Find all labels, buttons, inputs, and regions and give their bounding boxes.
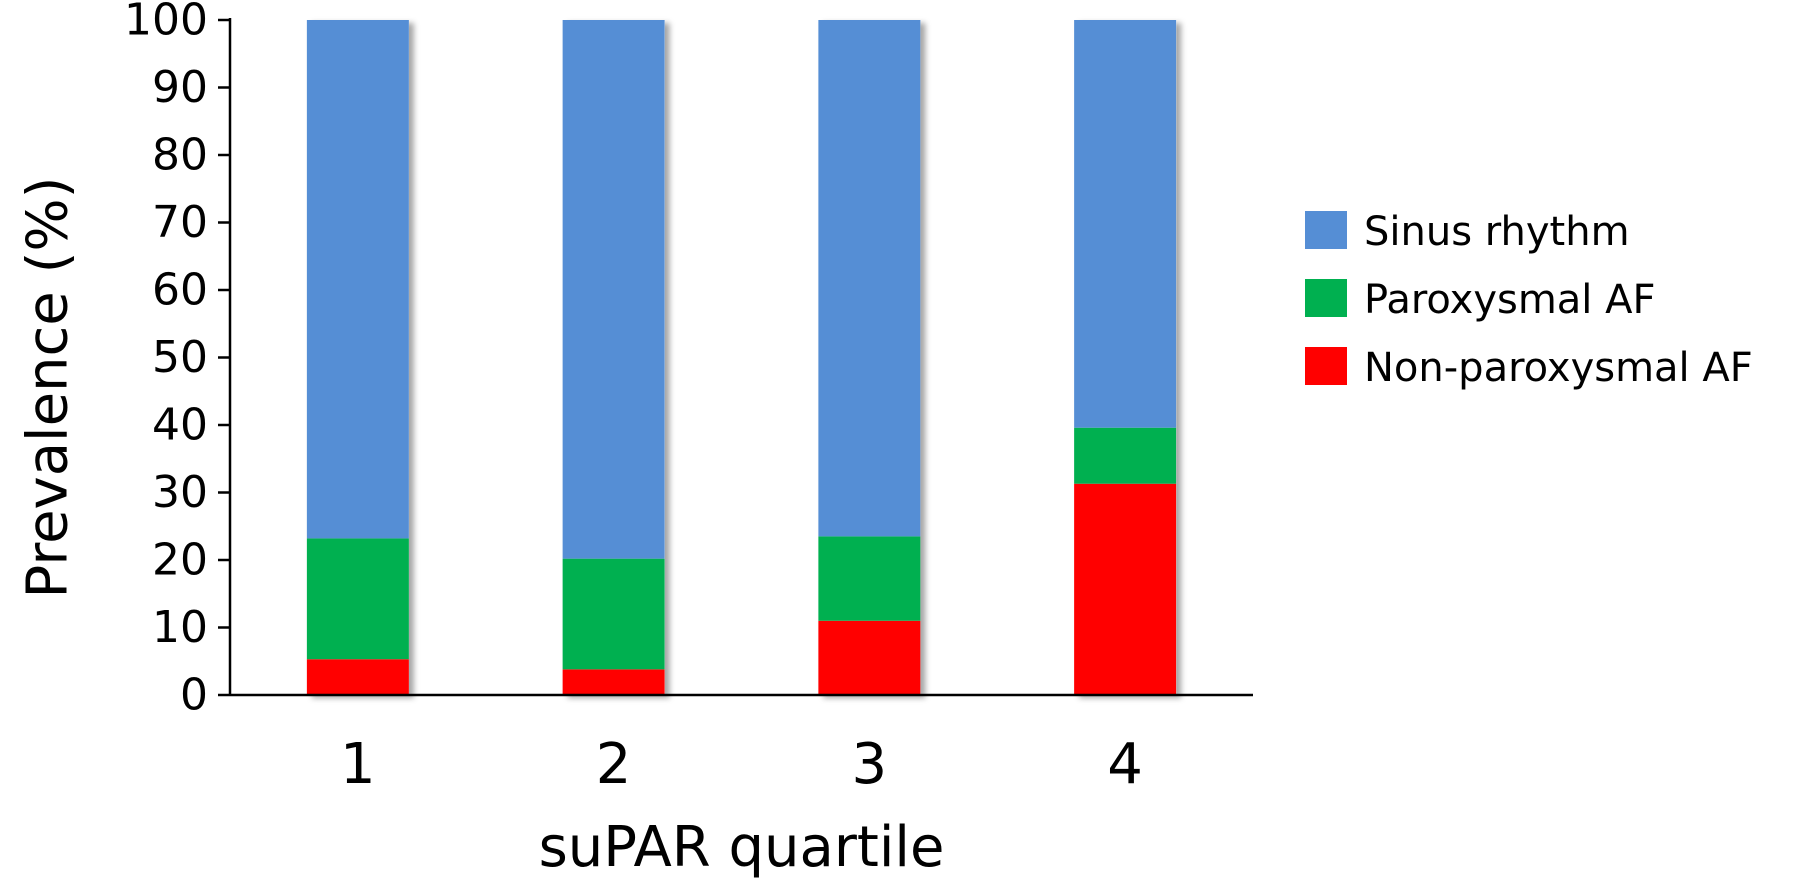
y-tick-label: 70	[152, 197, 208, 248]
x-tick-label: 1	[340, 732, 376, 797]
x-tick-label: 4	[1107, 732, 1143, 797]
x-tick-label: 3	[852, 732, 888, 797]
axes-layer	[218, 18, 1253, 697]
legend: Sinus rhythm Paroxysmal AF Non-paroxysmal …	[1305, 209, 1753, 391]
legend-label: Paroxysmal AF	[1364, 277, 1656, 323]
y-tick-label: 0	[180, 670, 208, 721]
x-axis-title: suPAR quartile	[539, 815, 945, 880]
legend-label: Sinus rhythm	[1364, 209, 1630, 255]
labels-layer: 0 10 20 30 40 50 60 70 80 90 100 1 2 3 4 suPAR quartile…	[16, 0, 1143, 880]
y-tick-label: 80	[152, 130, 208, 181]
bar-segment-paroxysmal-af-q1	[306, 538, 409, 660]
bar-segment-sinus-rhythm-q2	[562, 20, 665, 559]
legend-swatch-paroxysmal-af	[1305, 279, 1347, 317]
bar-segment-paroxysmal-af-q4	[1074, 427, 1177, 484]
y-tick-label: 50	[152, 332, 208, 383]
bar-segment-non-paroxysmal-af-q1	[306, 659, 409, 695]
bar-segment-paroxysmal-af-q3	[818, 536, 921, 621]
legend-swatch-sinus-rhythm	[1305, 211, 1347, 249]
y-axis-title: Prevalence (%)	[16, 177, 81, 599]
bar-segment-non-paroxysmal-af-q3	[818, 620, 921, 695]
y-tick-label: 20	[152, 535, 208, 586]
bar-segment-sinus-rhythm-q4	[1074, 20, 1177, 428]
bar-segment-sinus-rhythm-q1	[306, 20, 409, 539]
y-tick-label: 10	[152, 602, 208, 653]
y-tick-label: 40	[152, 400, 208, 451]
x-tick-label: 2	[596, 732, 632, 797]
bar-segment-sinus-rhythm-q3	[818, 20, 921, 537]
y-tick-label: 60	[152, 265, 208, 316]
legend-label: Non-paroxysmal AF	[1364, 345, 1753, 391]
bar-segment-non-paroxysmal-af-q4	[1074, 483, 1177, 695]
bar-segment-paroxysmal-af-q2	[562, 558, 665, 670]
bars-layer	[306, 20, 1177, 695]
y-tick-label: 90	[152, 62, 208, 113]
y-tick-label: 100	[124, 0, 208, 46]
y-tick-label: 30	[152, 467, 208, 518]
bar-segment-non-paroxysmal-af-q2	[562, 669, 665, 695]
legend-swatch-non-paroxysmal-af	[1305, 347, 1347, 385]
